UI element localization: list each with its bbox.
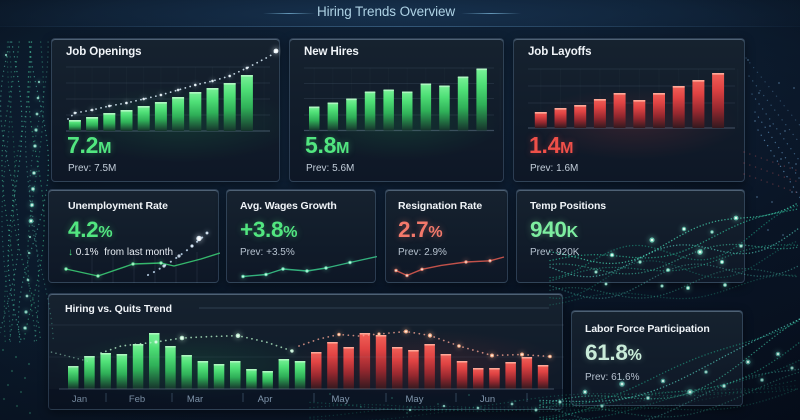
svg-text:Jan: Jan (72, 394, 87, 405)
svg-text:May: May (332, 394, 350, 405)
svg-text:Mar: Mar (187, 394, 203, 405)
svg-text:May: May (406, 394, 424, 405)
svg-text:Jun: Jun (480, 394, 495, 405)
svg-text:Apr: Apr (258, 394, 273, 405)
svg-text:Feb: Feb (129, 394, 145, 405)
